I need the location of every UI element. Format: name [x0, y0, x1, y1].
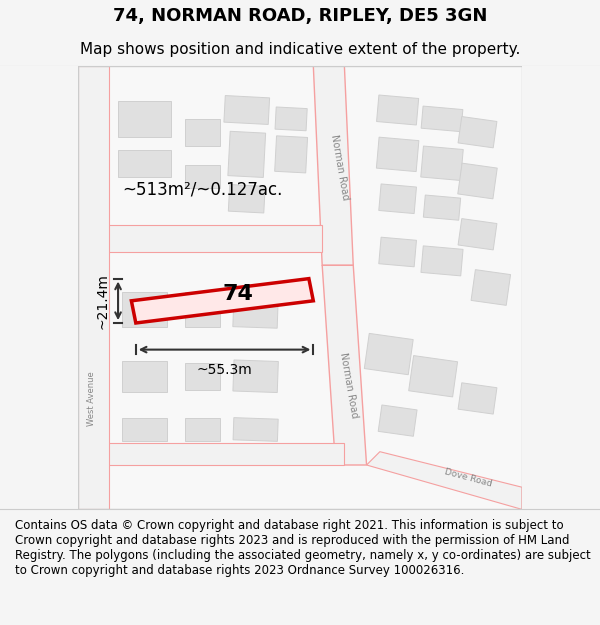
Bar [118, 101, 172, 137]
Bar [185, 418, 220, 441]
Bar [118, 150, 172, 176]
Bar [275, 136, 308, 173]
Bar [458, 219, 497, 250]
Bar [421, 106, 463, 132]
Polygon shape [367, 452, 522, 509]
Bar [233, 360, 278, 392]
Bar [228, 131, 266, 178]
Bar [364, 333, 413, 375]
Bar [376, 137, 419, 172]
Bar [378, 405, 417, 436]
Bar [233, 418, 278, 441]
Bar [229, 184, 265, 213]
Bar [458, 163, 497, 199]
Bar [78, 442, 344, 465]
Bar [379, 238, 416, 267]
Text: ~513m²/~0.127ac.: ~513m²/~0.127ac. [122, 181, 283, 199]
Bar [275, 107, 307, 131]
Bar [424, 195, 461, 220]
Text: West Avenue: West Avenue [87, 371, 96, 426]
Text: ~21.4m: ~21.4m [95, 273, 109, 329]
Bar [122, 292, 167, 328]
Bar [78, 66, 109, 509]
Bar [185, 119, 220, 146]
Text: Dove Road: Dove Road [444, 468, 493, 489]
Bar [78, 226, 322, 252]
Bar [224, 96, 269, 124]
Text: Norman Road: Norman Road [338, 351, 359, 419]
Bar [233, 291, 278, 328]
Bar [185, 166, 220, 188]
Bar [377, 95, 419, 125]
Bar [458, 116, 497, 148]
Text: Map shows position and indicative extent of the property.: Map shows position and indicative extent… [80, 42, 520, 57]
Bar [185, 363, 220, 389]
Bar [185, 292, 220, 328]
Bar [122, 361, 167, 392]
Text: ~55.3m: ~55.3m [197, 363, 253, 377]
Text: Norman Road: Norman Road [329, 134, 350, 201]
Text: 74: 74 [223, 284, 253, 304]
Polygon shape [131, 279, 313, 323]
Polygon shape [322, 265, 367, 465]
Bar [409, 356, 458, 397]
Bar [458, 382, 497, 414]
Polygon shape [313, 66, 353, 265]
Bar [421, 146, 463, 181]
Bar [122, 418, 167, 441]
Text: Contains OS data © Crown copyright and database right 2021. This information is : Contains OS data © Crown copyright and d… [15, 519, 591, 577]
Text: 74, NORMAN ROAD, RIPLEY, DE5 3GN: 74, NORMAN ROAD, RIPLEY, DE5 3GN [113, 8, 487, 26]
Bar [379, 184, 416, 214]
Bar [471, 269, 511, 306]
Bar [421, 246, 463, 276]
